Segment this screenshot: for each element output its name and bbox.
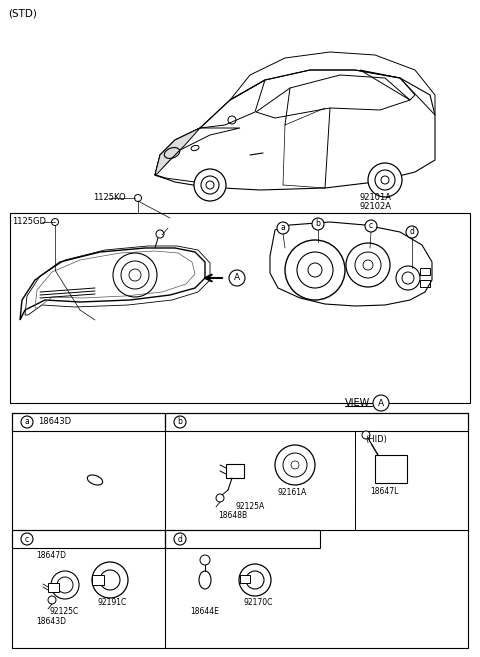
Circle shape xyxy=(229,270,245,286)
Circle shape xyxy=(92,562,128,598)
Bar xyxy=(420,280,430,287)
Circle shape xyxy=(375,170,395,190)
Bar xyxy=(10,213,470,403)
Text: 92125C: 92125C xyxy=(50,607,79,616)
Text: 18647L: 18647L xyxy=(370,487,398,496)
Text: A: A xyxy=(378,399,384,407)
Bar xyxy=(355,431,468,530)
Text: 92125A: 92125A xyxy=(236,502,265,511)
Ellipse shape xyxy=(87,475,103,485)
Bar xyxy=(12,530,165,548)
Text: a: a xyxy=(281,223,286,233)
Bar xyxy=(420,268,430,275)
Bar xyxy=(12,413,165,431)
Circle shape xyxy=(48,596,56,604)
Circle shape xyxy=(200,555,210,565)
Text: 18643D: 18643D xyxy=(36,617,66,626)
Text: 18643D: 18643D xyxy=(38,417,71,426)
Bar xyxy=(92,575,104,585)
Text: VIEW: VIEW xyxy=(345,398,370,408)
Text: 92191C: 92191C xyxy=(97,598,126,607)
Circle shape xyxy=(373,395,389,411)
Bar xyxy=(226,464,244,478)
Circle shape xyxy=(21,416,33,428)
Text: a: a xyxy=(24,417,29,426)
Text: d: d xyxy=(409,227,414,237)
Text: 92101A: 92101A xyxy=(360,193,392,202)
Text: c: c xyxy=(25,535,29,543)
Text: (HID): (HID) xyxy=(365,435,387,444)
Circle shape xyxy=(277,222,289,234)
Text: 18647D: 18647D xyxy=(36,551,66,560)
Circle shape xyxy=(174,416,186,428)
Bar xyxy=(165,413,468,431)
Circle shape xyxy=(21,533,33,545)
Circle shape xyxy=(368,163,402,197)
Circle shape xyxy=(174,533,186,545)
Text: b: b xyxy=(178,417,182,426)
Text: 1125KO: 1125KO xyxy=(93,194,126,202)
Text: d: d xyxy=(178,535,182,543)
Circle shape xyxy=(51,571,79,599)
Text: 92170C: 92170C xyxy=(243,598,272,607)
Circle shape xyxy=(239,564,271,596)
Circle shape xyxy=(362,431,370,439)
Text: c: c xyxy=(369,221,373,231)
Bar xyxy=(375,455,407,483)
Circle shape xyxy=(406,226,418,238)
Bar xyxy=(48,583,59,592)
Text: 92161A: 92161A xyxy=(278,488,307,497)
Circle shape xyxy=(312,218,324,230)
Text: A: A xyxy=(234,273,240,283)
Text: 92102A: 92102A xyxy=(360,202,392,211)
Bar xyxy=(165,530,320,548)
Circle shape xyxy=(194,169,226,201)
Bar xyxy=(240,575,250,583)
Ellipse shape xyxy=(199,571,211,589)
Text: b: b xyxy=(315,219,321,229)
Circle shape xyxy=(201,176,219,194)
Text: 18644E: 18644E xyxy=(190,607,219,616)
Text: 1125GD: 1125GD xyxy=(12,217,46,227)
Text: 18648B: 18648B xyxy=(218,511,247,520)
Text: (STD): (STD) xyxy=(8,8,37,18)
Circle shape xyxy=(365,220,377,232)
Bar xyxy=(12,413,468,648)
Polygon shape xyxy=(155,128,200,175)
